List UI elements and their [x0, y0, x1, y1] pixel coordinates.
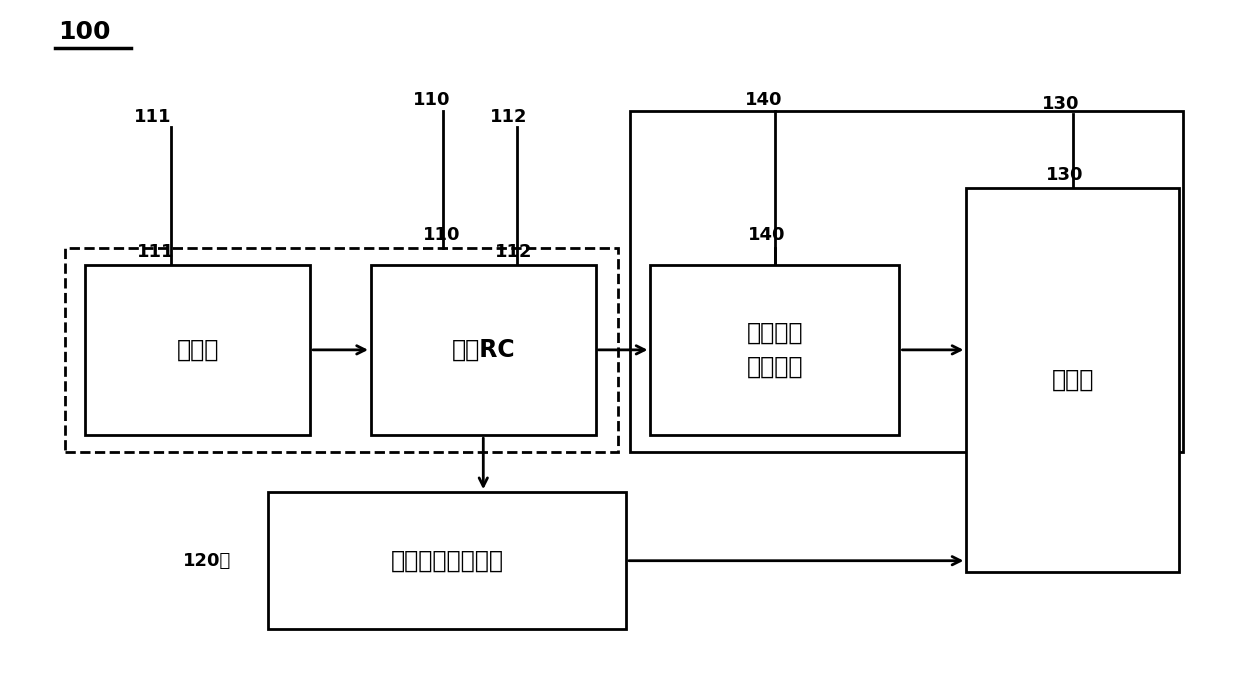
Text: 倍压器: 倍压器	[176, 338, 219, 362]
Text: 参考电压生成单元: 参考电压生成单元	[391, 548, 503, 573]
Text: 110: 110	[413, 92, 450, 109]
Bar	[650, 264, 899, 435]
Text: 110: 110	[423, 227, 460, 245]
Text: 比较器: 比较器	[1052, 368, 1094, 392]
Bar	[966, 188, 1179, 572]
Text: 140: 140	[744, 92, 782, 109]
Text: 130: 130	[1045, 166, 1084, 184]
Text: 112: 112	[490, 108, 528, 126]
Text: 111: 111	[136, 243, 174, 261]
Text: 分流RC: 分流RC	[451, 338, 515, 362]
Bar	[371, 264, 595, 435]
Text: 120～: 120～	[182, 552, 231, 570]
Bar	[630, 111, 1183, 452]
Bar	[64, 248, 618, 452]
Bar	[268, 492, 626, 629]
Text: 111: 111	[134, 108, 172, 126]
Text: 112: 112	[495, 243, 533, 261]
Text: 100: 100	[58, 20, 112, 44]
Text: 输入信号
调整单元: 输入信号 调整单元	[746, 321, 804, 378]
Text: 140: 140	[748, 227, 786, 245]
Text: 130: 130	[1043, 94, 1080, 113]
Bar	[86, 264, 310, 435]
